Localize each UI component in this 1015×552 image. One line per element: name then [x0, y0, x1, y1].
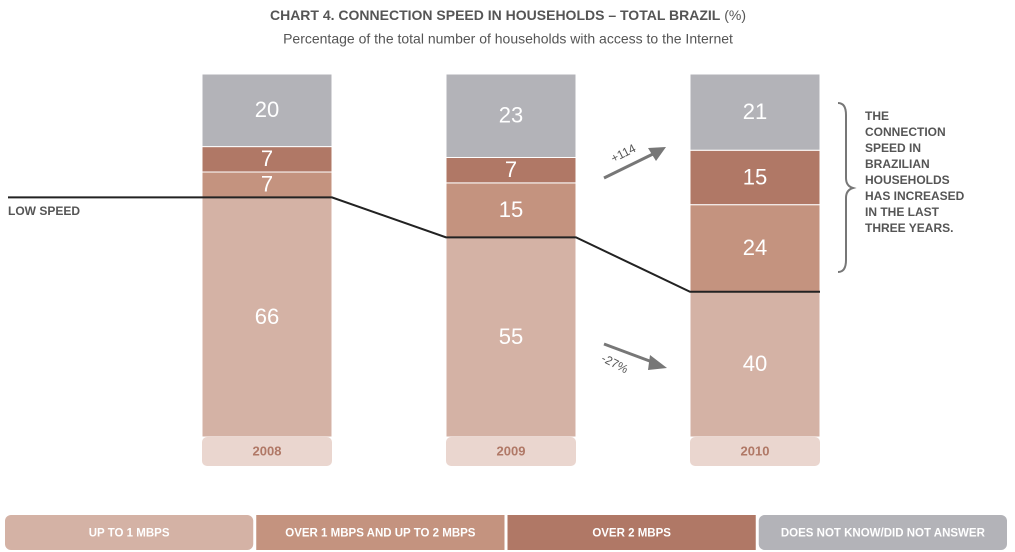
- legend-swatch: [256, 515, 505, 550]
- legend-label: OVER 1 MBPS AND UP TO 2 MBPS: [285, 528, 476, 540]
- bar-segment: [445, 73, 577, 158]
- data-label: 21: [743, 99, 767, 124]
- note-line: IN THE LAST: [865, 205, 940, 219]
- note-line: CONNECTION: [865, 125, 946, 139]
- legend-swatch: [5, 515, 254, 550]
- chart-title: CHART 4. CONNECTION SPEED IN HOUSEHOLDS …: [270, 7, 721, 23]
- data-label: 20: [255, 97, 279, 122]
- note-line: SPEED IN: [865, 141, 921, 155]
- bar-segment: [201, 73, 333, 148]
- legend-label: OVER 2 MBPS: [592, 528, 671, 540]
- brace: [837, 102, 857, 273]
- data-label: 24: [743, 235, 767, 260]
- data-label: 7: [261, 172, 273, 197]
- bar-segment: [689, 149, 821, 206]
- note-line: BRAZILIAN: [865, 157, 930, 171]
- decrease-label: -27%: [599, 351, 631, 376]
- note-line: THE: [865, 109, 889, 123]
- data-label: 7: [261, 146, 273, 171]
- increase-arrow: [603, 147, 666, 180]
- legend-swatch: [507, 515, 756, 550]
- bar-segment: [689, 73, 821, 151]
- year-box: [690, 437, 820, 466]
- note-line: HOUSEHOLDS: [865, 173, 950, 187]
- data-label: 23: [499, 103, 523, 128]
- low-speed-line: [8, 196, 820, 293]
- title-unit: (%): [724, 7, 746, 23]
- note-line: THREE YEARS.: [865, 221, 953, 235]
- bar-segment: [201, 146, 333, 173]
- data-label: 66: [255, 304, 279, 329]
- note-line: HAS INCREASED: [865, 189, 965, 203]
- data-label: 15: [499, 197, 523, 222]
- bar-segment: [201, 171, 333, 198]
- year-box: [202, 437, 332, 466]
- data-label: 15: [743, 164, 767, 189]
- legend-label: DOES NOT KNOW/DID NOT ANSWER: [781, 528, 986, 540]
- legend-swatch: [758, 515, 1007, 550]
- legend-label: UP TO 1 MBPS: [89, 528, 170, 540]
- decrease-arrow: [603, 342, 667, 370]
- line-label: LOW SPEED: [8, 204, 80, 218]
- bar-segment: [689, 204, 821, 293]
- x-tick-label: 2008: [253, 443, 282, 458]
- x-tick-label: 2009: [497, 443, 526, 458]
- data-label: 55: [499, 324, 523, 349]
- x-tick-label: 2010: [741, 443, 770, 458]
- data-label: 40: [743, 351, 767, 376]
- data-label: 7: [505, 157, 517, 182]
- bar-segment: [689, 291, 821, 438]
- year-box: [446, 437, 576, 466]
- chart-subtitle: Percentage of the total number of househ…: [283, 31, 733, 47]
- bar-segment: [445, 182, 577, 238]
- chart-title-group: CHART 4. CONNECTION SPEED IN HOUSEHOLDS …: [270, 7, 746, 23]
